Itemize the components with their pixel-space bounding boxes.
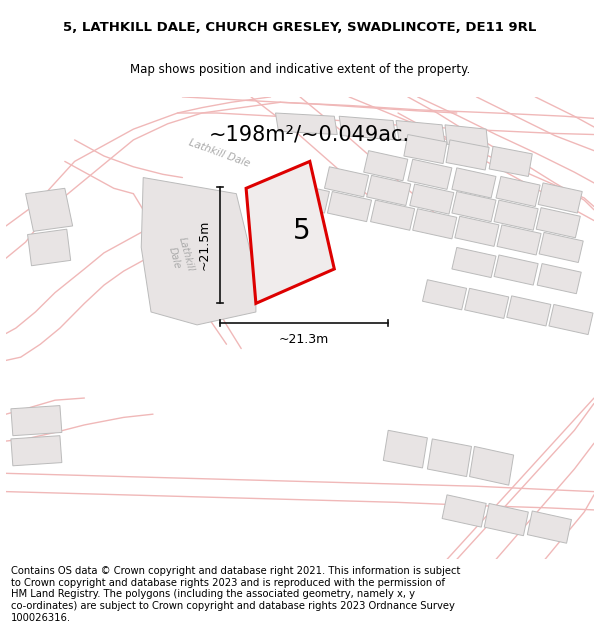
Text: to Crown copyright and database rights 2023 and is reproduced with the permissio: to Crown copyright and database rights 2… bbox=[11, 578, 445, 587]
Polygon shape bbox=[442, 495, 486, 527]
Text: Contains OS data © Crown copyright and database right 2021. This information is : Contains OS data © Crown copyright and d… bbox=[11, 566, 460, 576]
Text: HM Land Registry. The polygons (including the associated geometry, namely x, y: HM Land Registry. The polygons (includin… bbox=[11, 589, 415, 599]
Polygon shape bbox=[484, 504, 529, 536]
Polygon shape bbox=[536, 208, 580, 238]
Polygon shape bbox=[494, 255, 538, 285]
Text: ~198m²/~0.049ac.: ~198m²/~0.049ac. bbox=[209, 124, 410, 144]
Polygon shape bbox=[538, 183, 582, 213]
Polygon shape bbox=[141, 177, 256, 325]
Polygon shape bbox=[496, 176, 540, 207]
Polygon shape bbox=[422, 280, 467, 310]
Text: 5: 5 bbox=[292, 216, 310, 244]
Polygon shape bbox=[464, 288, 509, 319]
Polygon shape bbox=[446, 140, 489, 170]
Text: Lathkill Dale: Lathkill Dale bbox=[188, 137, 251, 169]
Text: ~21.5m: ~21.5m bbox=[197, 220, 211, 271]
Polygon shape bbox=[383, 430, 427, 468]
Polygon shape bbox=[507, 296, 551, 326]
Polygon shape bbox=[364, 151, 408, 181]
Text: Lathkill
Dale: Lathkill Dale bbox=[166, 236, 196, 276]
Polygon shape bbox=[427, 439, 472, 476]
Polygon shape bbox=[367, 176, 411, 206]
Text: Map shows position and indicative extent of the property.: Map shows position and indicative extent… bbox=[130, 63, 470, 76]
Text: ~21.3m: ~21.3m bbox=[279, 334, 329, 346]
Polygon shape bbox=[275, 113, 337, 134]
Polygon shape bbox=[452, 248, 496, 278]
Polygon shape bbox=[371, 200, 415, 230]
Polygon shape bbox=[470, 446, 514, 485]
Polygon shape bbox=[455, 216, 499, 246]
Polygon shape bbox=[497, 225, 541, 255]
Polygon shape bbox=[549, 304, 593, 334]
Polygon shape bbox=[404, 134, 447, 164]
Text: co-ordinates) are subject to Crown copyright and database rights 2023 Ordnance S: co-ordinates) are subject to Crown copyr… bbox=[11, 601, 455, 611]
Polygon shape bbox=[413, 209, 457, 239]
Polygon shape bbox=[452, 168, 496, 198]
Polygon shape bbox=[246, 161, 334, 303]
Polygon shape bbox=[339, 116, 396, 140]
Polygon shape bbox=[452, 191, 496, 222]
Polygon shape bbox=[527, 511, 571, 543]
Polygon shape bbox=[11, 436, 62, 466]
Polygon shape bbox=[539, 232, 583, 262]
Polygon shape bbox=[325, 167, 368, 197]
Polygon shape bbox=[11, 406, 62, 436]
Polygon shape bbox=[28, 229, 71, 266]
Polygon shape bbox=[410, 184, 454, 214]
Polygon shape bbox=[537, 264, 581, 294]
Polygon shape bbox=[328, 191, 371, 222]
Polygon shape bbox=[286, 183, 329, 213]
Polygon shape bbox=[26, 188, 73, 231]
Polygon shape bbox=[408, 159, 452, 189]
Polygon shape bbox=[396, 121, 445, 144]
Polygon shape bbox=[494, 200, 538, 230]
Text: 5, LATHKILL DALE, CHURCH GRESLEY, SWADLINCOTE, DE11 9RL: 5, LATHKILL DALE, CHURCH GRESLEY, SWADLI… bbox=[64, 21, 536, 34]
Polygon shape bbox=[489, 146, 532, 176]
Text: 100026316.: 100026316. bbox=[11, 612, 71, 622]
Polygon shape bbox=[445, 125, 488, 149]
